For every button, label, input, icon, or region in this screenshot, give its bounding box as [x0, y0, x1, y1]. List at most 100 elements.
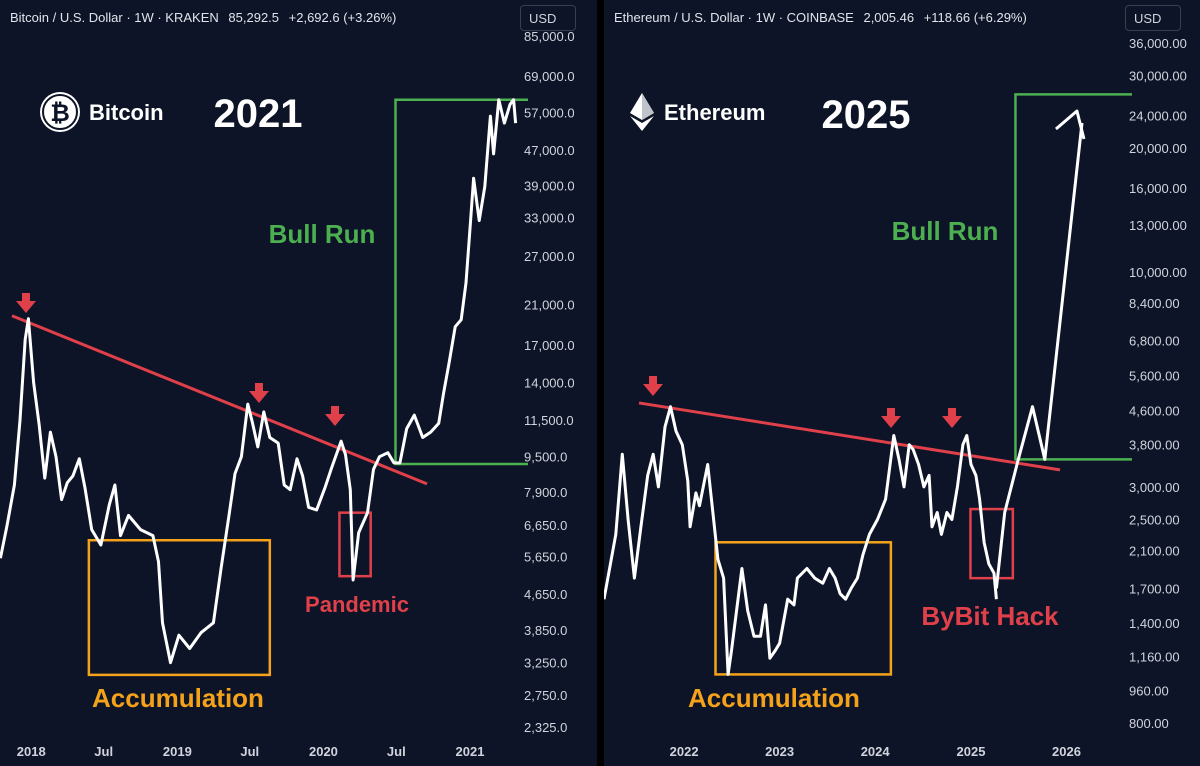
y-axis-tick-label: 1,160.00	[1129, 650, 1180, 665]
ethereum-chart-panel[interactable]: Ethereum / U.S. Dollar · 1W · COINBASE 2…	[604, 0, 1200, 766]
x-axis-tick-label: 2025	[957, 744, 986, 759]
brand-name: Bitcoin	[89, 100, 164, 125]
x-axis-tick-label: 2019	[163, 744, 192, 759]
red-arrow-marker	[16, 293, 36, 313]
currency-button[interactable]: USD	[1125, 5, 1181, 31]
accumulation-box	[87, 538, 272, 677]
y-axis-tick-label: 7,900.0	[524, 485, 567, 500]
y-axis-tick-label: 85,000.0	[524, 29, 575, 44]
y-axis-tick-label: 24,000.00	[1129, 108, 1187, 123]
symbol-label: Ethereum / U.S. Dollar · 1W · COINBASE	[614, 10, 854, 25]
bitcoin-chart-svg[interactable]: 85,000.0 69,000.0 57,000.0 47,000.0 39,000.0…	[0, 0, 597, 766]
y-axis-tick-label: 27,000.0	[524, 249, 575, 264]
y-axis-tick-label: 69,000.0	[524, 69, 575, 84]
resistance-trend-line	[638, 401, 1061, 472]
bitcoin-price-line	[0, 98, 518, 665]
y-axis-tick-label: 10,000.00	[1129, 265, 1187, 280]
x-axis-tick-label: 2024	[861, 744, 891, 759]
y-axis-tick-label: 8,400.00	[1129, 296, 1180, 311]
y-axis-tick-label: 30,000.00	[1129, 69, 1187, 84]
y-axis-tick-label: 3,800.00	[1129, 438, 1180, 453]
y-axis-tick-label: 36,000.00	[1129, 36, 1187, 51]
y-axis-tick-label: 47,000.0	[524, 143, 575, 158]
red-arrow-marker	[325, 406, 345, 426]
y-axis-tick-label: 2,750.0	[524, 688, 567, 703]
bybit-hack-box	[969, 507, 1015, 580]
y-axis-tick-label: 2,500.00	[1129, 512, 1180, 527]
chart-header: Bitcoin / U.S. Dollar · 1W · KRAKEN 85,2…	[10, 10, 396, 25]
y-axis-tick-label: 2,100.00	[1129, 544, 1180, 559]
symbol-label: Bitcoin / U.S. Dollar · 1W · KRAKEN	[10, 10, 219, 25]
price-change: +118.66 (+6.29%)	[923, 10, 1027, 25]
y-axis-tick-label: 3,000.00	[1129, 480, 1180, 495]
resistance-trend-line	[11, 314, 428, 486]
x-axis-tick-label: 2026	[1052, 744, 1081, 759]
y-axis-tick-label: 2,325.0	[524, 720, 567, 735]
y-axis-tick-label: 17,000.0	[524, 338, 575, 353]
bitcoin-chart-panel[interactable]: Bitcoin / U.S. Dollar · 1W · KRAKEN 85,2…	[0, 0, 597, 766]
y-axis-tick-label: 5,600.00	[1129, 368, 1180, 383]
ethereum-price-line	[604, 405, 998, 676]
x-axis-tick-label: Jul	[387, 744, 406, 759]
price-change: +2,692.6 (+3.26%)	[288, 10, 397, 25]
y-axis-tick-label: 6,800.00	[1129, 334, 1180, 349]
last-price: 2,005.46	[863, 10, 915, 25]
red-arrow-marker	[249, 383, 269, 403]
y-axis-tick-label: 1,400.00	[1129, 616, 1180, 631]
bitcoin-logo-symbol: ₿	[50, 99, 70, 127]
x-axis-tick-label: 2022	[670, 744, 699, 759]
x-axis-tick-label: 2021	[456, 744, 485, 759]
ethereum-projection-line	[994, 122, 1084, 589]
y-axis-tick-label: 6,650.0	[524, 518, 567, 533]
y-axis-tick-label: 21,000.0	[524, 297, 575, 312]
year-title: 2021	[214, 92, 303, 136]
bull-run-label: Bull Run	[892, 216, 999, 246]
bull-run-label: Bull Run	[269, 219, 376, 249]
y-axis-tick-label: 11,500.0	[524, 413, 574, 428]
y-axis-tick-label: 5,650.0	[524, 550, 567, 565]
x-axis-tick-label: 2020	[309, 744, 338, 759]
x-axis-tick-label: 2023	[765, 744, 794, 759]
panel-divider[interactable]	[597, 0, 604, 766]
ethereum-logo-facet	[642, 93, 654, 120]
y-axis-tick-label: 33,000.0	[524, 211, 575, 226]
y-axis-tick-label: 39,000.0	[524, 179, 575, 194]
x-axis-tick-label: 2018	[17, 744, 46, 759]
ethereum-chart-svg[interactable]: 36,000.00 30,000.00 24,000.00 20,000.00 16,0…	[604, 0, 1200, 766]
bitcoin-logo-ring	[42, 94, 78, 130]
y-axis-tick-label: 3,850.0	[524, 623, 567, 638]
red-arrow-marker	[942, 408, 962, 428]
bybit-hack-label: ByBit Hack	[921, 601, 1059, 631]
y-axis-tick-label: 20,000.00	[1129, 141, 1187, 156]
ethereum-logo-base	[630, 116, 654, 131]
accumulation-label: Accumulation	[92, 683, 264, 713]
y-axis-tick-label: 4,650.0	[524, 587, 567, 602]
y-axis-tick-label: 16,000.00	[1129, 181, 1187, 196]
projection-arrowhead-icon	[1054, 109, 1086, 140]
bitcoin-logo-icon	[40, 92, 80, 132]
y-axis-tick-label: 800.00	[1129, 716, 1169, 731]
pandemic-label: Pandemic	[305, 592, 409, 617]
currency-button[interactable]: USD	[520, 5, 576, 31]
last-price: 85,292.5	[228, 10, 280, 25]
bull-run-box	[1014, 93, 1132, 461]
accumulation-label: Accumulation	[688, 683, 860, 713]
y-axis-tick-label: 3,250.0	[524, 656, 567, 671]
y-axis-tick-label: 13,000.00	[1129, 218, 1187, 233]
y-axis-tick-label: 14,000.0	[524, 375, 575, 390]
chart-header: Ethereum / U.S. Dollar · 1W · COINBASE 2…	[614, 10, 1027, 25]
x-axis-tick-label: Jul	[94, 744, 113, 759]
y-axis-tick-label: 1,700.00	[1129, 581, 1180, 596]
red-arrow-marker	[643, 376, 663, 396]
bull-run-box	[394, 98, 528, 466]
y-axis-tick-label: 9,500.0	[524, 450, 567, 465]
pandemic-box	[338, 511, 372, 578]
y-axis-tick-label: 57,000.0	[524, 106, 575, 121]
brand-name: Ethereum	[664, 100, 765, 125]
x-axis-tick-label: Jul	[240, 744, 259, 759]
y-axis-tick-label: 960.00	[1129, 683, 1169, 698]
accumulation-box	[714, 541, 893, 676]
year-title: 2025	[822, 93, 911, 137]
red-arrow-marker	[881, 408, 901, 428]
y-axis-tick-label: 4,600.00	[1129, 404, 1180, 419]
